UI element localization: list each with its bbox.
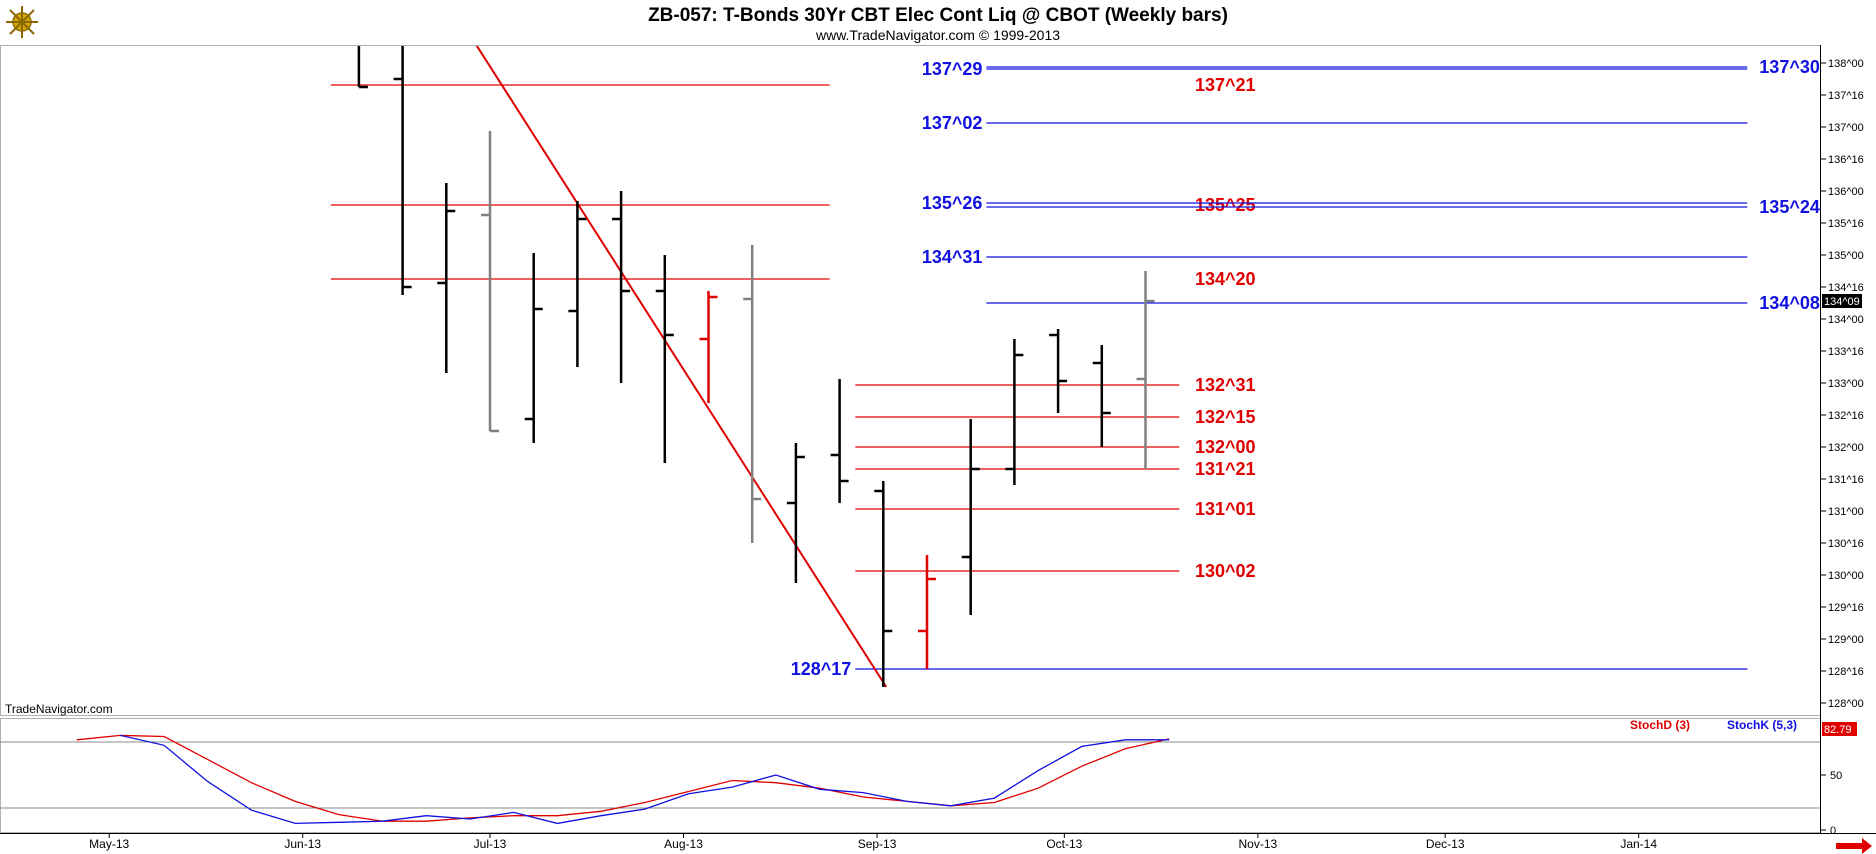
stochastic-indicator: 0 50 — [0, 734, 1842, 837]
stoch-series-StochK (5,3) — [120, 734, 1170, 825]
price-tick-label: 134^00 — [1828, 314, 1864, 326]
ohlc-bar-2013-10-07 — [1092, 345, 1111, 447]
price-tick-label: 135^00 — [1828, 250, 1864, 262]
price-tick-label: 130^16 — [1828, 538, 1864, 550]
level-label-135^26: 135^26 — [922, 193, 983, 213]
level-label-134^08: 134^08 — [1759, 293, 1820, 313]
legend-stochd: StochD (3) — [1630, 718, 1690, 732]
ohlc-bar-2013-08-19 — [786, 443, 805, 583]
stoch-tick-label: 50 — [1830, 770, 1842, 782]
last-stoch-tag — [1822, 722, 1857, 736]
ohlc-bar-2013-06-24 — [437, 183, 456, 373]
ohlc-bar-2013-07-29 — [655, 255, 674, 463]
watermark-label: TradeNavigator.com — [5, 702, 113, 716]
ohlc-bar-2013-08-12 — [743, 245, 762, 543]
ohlc-bar-2013-07-22 — [612, 191, 631, 383]
ohlc-bar-2013-10-14 — [1136, 271, 1155, 469]
level-label-137^02: 137^02 — [922, 113, 983, 133]
price-tick-label: 138^00 — [1828, 58, 1864, 70]
level-label-131^01: 131^01 — [1195, 499, 1256, 519]
ohlc-bar-2013-07-15 — [568, 201, 587, 367]
price-tick-label: 132^16 — [1828, 410, 1864, 422]
price-tick-label: 129^00 — [1828, 634, 1864, 646]
ohlc-bar-2013-09-23 — [1005, 339, 1024, 485]
support-resistance-levels: 137^21135^25134^20132^31132^15132^00131^… — [330, 57, 1820, 679]
level-label-134^31: 134^31 — [922, 247, 983, 267]
ohlc-bar-2013-06-10 — [357, 46, 368, 89]
price-tick-label: 128^00 — [1828, 698, 1864, 710]
price-tick-label: 137^16 — [1828, 90, 1864, 102]
price-tick-label: 132^00 — [1828, 442, 1864, 454]
date-tick-label: Nov-13 — [1239, 837, 1278, 851]
level-label-132^15: 132^15 — [1195, 407, 1256, 427]
price-tick-label: 136^16 — [1828, 154, 1864, 166]
scroll-right-arrow-icon[interactable] — [1836, 838, 1872, 854]
date-tick-label: Aug-13 — [664, 837, 703, 851]
date-tick-label: Oct-13 — [1046, 837, 1082, 851]
price-tick-label: 135^16 — [1828, 218, 1864, 230]
ohlc-bar-2013-08-05 — [699, 291, 718, 403]
level-label-131^21: 131^21 — [1195, 459, 1256, 479]
ohlc-bar-2013-06-17 — [393, 46, 412, 295]
price-tick-label: 129^16 — [1828, 602, 1864, 614]
ohlc-bar-2013-09-16 — [961, 419, 980, 615]
ohlc-bar-2013-07-01 — [481, 131, 499, 433]
level-label-135^24: 135^24 — [1759, 197, 1820, 217]
price-tick-label: 133^16 — [1828, 346, 1864, 358]
legend-stochk: StochK (5,3) — [1727, 718, 1797, 732]
downtrend-line — [475, 46, 888, 688]
ohlc-bar-2013-07-08 — [524, 253, 543, 443]
price-bars — [357, 46, 1155, 687]
price-tick-label: 131^00 — [1828, 506, 1864, 518]
level-label-130^02: 130^02 — [1195, 561, 1256, 581]
ohlc-bar-2013-09-02 — [874, 481, 893, 687]
level-label-137^21: 137^21 — [1195, 75, 1256, 95]
price-tick-label: 131^16 — [1828, 474, 1864, 486]
price-axis: 138^00 137^16 137^00 136^16 136^00 135^16 135^… — [1820, 58, 1864, 710]
level-label-132^00: 132^00 — [1195, 437, 1256, 457]
stoch-panel-frame — [0, 718, 1821, 833]
chart-title: ZB-057: T-Bonds 30Yr CBT Elec Cont Liq @… — [648, 5, 1228, 26]
price-panel-frame — [0, 45, 1821, 716]
ohlc-bar-2013-09-09 — [918, 555, 936, 669]
price-tick-label: 128^16 — [1828, 666, 1864, 678]
date-tick-label: May-13 — [89, 837, 129, 851]
price-tick-label: 133^00 — [1828, 378, 1864, 390]
date-axis: May-13 Jun-13 Jul-13 Aug-13 Sep-13 Oct-13 Nov-… — [89, 833, 1657, 851]
date-tick-label: Dec-13 — [1426, 837, 1465, 851]
price-tick-label: 137^00 — [1828, 122, 1864, 134]
logo-icon — [6, 4, 40, 38]
level-label-132^31: 132^31 — [1195, 375, 1256, 395]
level-label-128^17: 128^17 — [791, 659, 852, 679]
level-label-134^20: 134^20 — [1195, 269, 1256, 289]
price-tick-label: 134^16 — [1828, 282, 1864, 294]
date-tick-label: Sep-13 — [858, 837, 897, 851]
date-tick-label: Jan-14 — [1620, 837, 1657, 851]
level-label-135^25: 135^25 — [1195, 195, 1256, 215]
price-tick-label: 130^00 — [1828, 570, 1864, 582]
stoch-tick-label: 0 — [1830, 825, 1836, 837]
level-label-137^29: 137^29 — [922, 59, 983, 79]
chart-subtitle: www.TradeNavigator.com © 1999-2013 — [815, 27, 1060, 43]
ohlc-bar-2013-09-30 — [1049, 329, 1068, 413]
last-price-tag — [1822, 294, 1862, 308]
trendline-layer — [475, 46, 888, 688]
level-label-137^30: 137^30 — [1759, 57, 1820, 77]
date-tick-label: Jul-13 — [474, 837, 507, 851]
price-tick-label: 136^00 — [1828, 186, 1864, 198]
ohlc-bar-2013-08-26 — [830, 379, 849, 503]
last-price-label: 134^09 — [1824, 296, 1860, 308]
last-stoch-label: 82.79 — [1824, 724, 1852, 736]
stoch-series-StochD (3) — [76, 734, 1170, 822]
date-tick-label: Jun-13 — [284, 837, 321, 851]
